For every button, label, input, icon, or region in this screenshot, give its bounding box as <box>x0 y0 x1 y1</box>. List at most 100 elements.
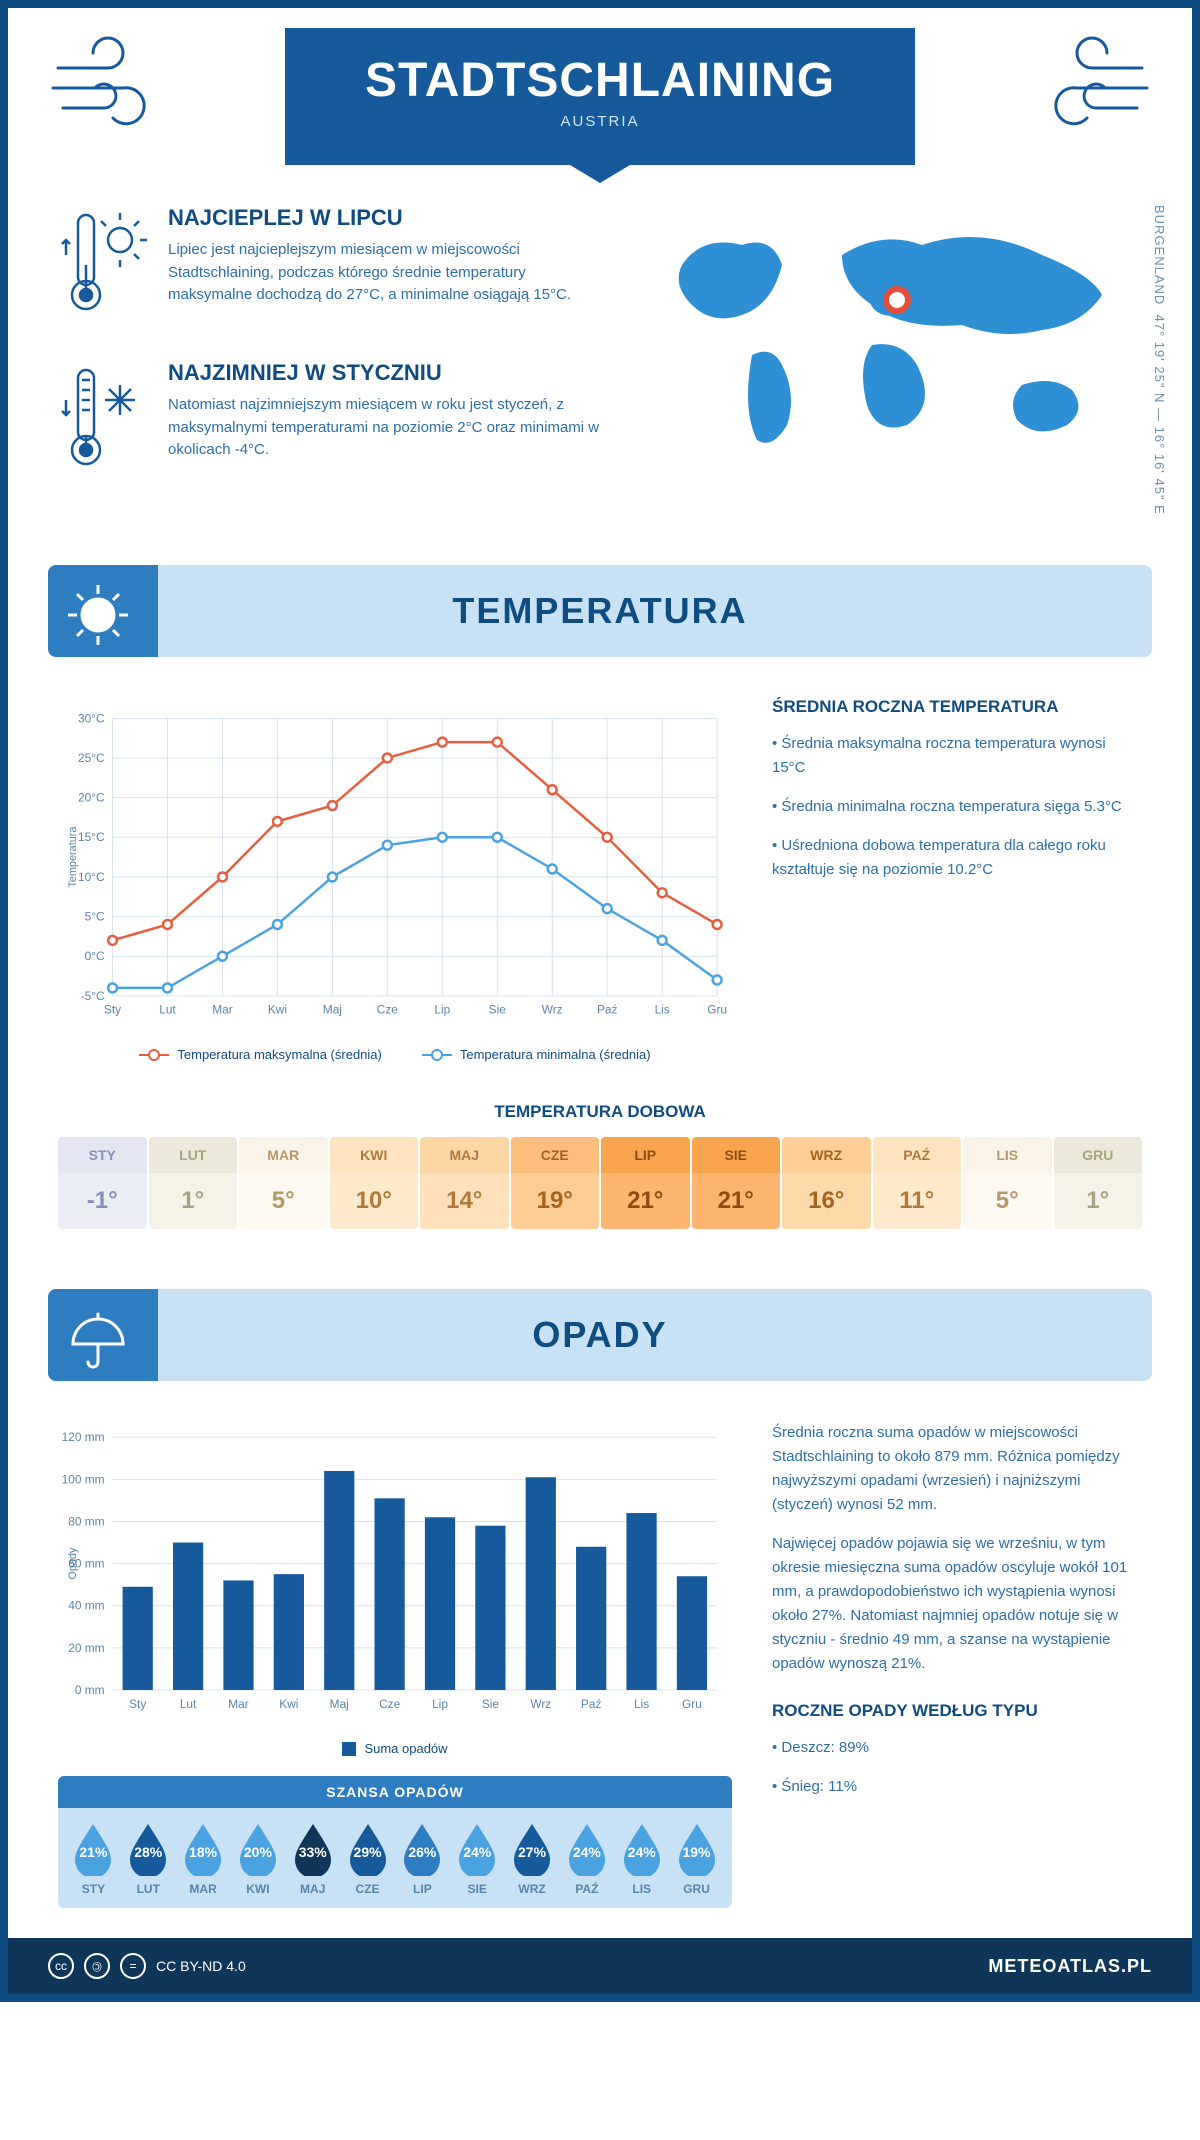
precipitation-section-header: OPADY <box>48 1289 1152 1381</box>
wind-icon-left <box>48 28 188 148</box>
precipitation-chance-table: SZANSA OPADÓW 21% STY 28% LUT 18% MAR 20… <box>58 1776 732 1908</box>
svg-text:Cze: Cze <box>377 1003 399 1017</box>
svg-text:Sty: Sty <box>129 1697 146 1711</box>
daily-temp-cell: MAR 5° <box>239 1137 328 1229</box>
precip-p2: Najwięcej opadów pojawia się we wrześniu… <box>772 1532 1142 1676</box>
svg-text:Lut: Lut <box>159 1003 176 1017</box>
page-header: STADTSCHLAINING AUSTRIA <box>8 8 1192 165</box>
precipitation-title: OPADY <box>48 1314 1152 1356</box>
daily-temp-cell: STY -1° <box>58 1137 147 1229</box>
page-footer: cc 🄯 = CC BY-ND 4.0 METEOATLAS.PL <box>8 1938 1192 1994</box>
coldest-text: Natomiast najzimniejszym miesiącem w rok… <box>168 394 602 462</box>
umbrella-icon <box>48 1289 158 1381</box>
daily-temp-cell: GRU 1° <box>1054 1137 1143 1229</box>
svg-text:40 mm: 40 mm <box>68 1599 104 1613</box>
country-name: AUSTRIA <box>365 113 835 130</box>
svg-text:Sie: Sie <box>482 1697 500 1711</box>
chance-drop-cell: 21% STY <box>66 1820 121 1896</box>
svg-text:Paź: Paź <box>581 1697 602 1711</box>
svg-text:Cze: Cze <box>379 1697 401 1711</box>
svg-text:5°C: 5°C <box>85 910 105 924</box>
chance-drop-cell: 27% WRZ <box>505 1820 560 1896</box>
coordinates: BURGENLAND 47° 19' 25" N — 16° 16' 45" E <box>1152 205 1167 515</box>
daily-temp-title: TEMPERATURA DOBOWA <box>58 1102 1142 1122</box>
coldest-title: NAJZIMNIEJ W STYCZNIU <box>168 360 602 386</box>
legend-min-label: Temperatura minimalna (średnia) <box>460 1047 651 1062</box>
daily-temp-cell: MAJ 14° <box>420 1137 509 1229</box>
svg-text:Gru: Gru <box>707 1003 727 1017</box>
daily-temp-cell: SIE 21° <box>692 1137 781 1229</box>
chance-drop-cell: 24% PAŹ <box>559 1820 614 1896</box>
svg-text:Lis: Lis <box>655 1003 670 1017</box>
svg-text:Wrz: Wrz <box>530 1697 551 1711</box>
svg-text:Gru: Gru <box>682 1697 702 1711</box>
precip-types-title: ROCZNE OPADY WEDŁUG TYPU <box>772 1701 1142 1721</box>
thermometer-snow-icon <box>58 360 148 485</box>
world-map-icon <box>642 205 1142 465</box>
daily-temperature-table: TEMPERATURA DOBOWA STY -1° LUT 1° MAR 5°… <box>8 1092 1192 1269</box>
thermometer-sun-icon <box>58 205 148 330</box>
chance-drop-cell: 19% GRU <box>669 1820 724 1896</box>
temp-bullet: • Uśredniona dobowa temperatura dla całe… <box>772 834 1142 882</box>
daily-temp-cell: LIS 5° <box>963 1137 1052 1229</box>
svg-text:0°C: 0°C <box>85 949 105 963</box>
warmest-text: Lipiec jest najcieplejszym miesiącem w m… <box>168 239 602 307</box>
legend-precip-label: Suma opadów <box>364 1741 447 1756</box>
svg-text:Mar: Mar <box>212 1003 232 1017</box>
svg-text:Paź: Paź <box>597 1003 618 1017</box>
avg-temp-title: ŚREDNIA ROCZNA TEMPERATURA <box>772 697 1142 717</box>
svg-text:30°C: 30°C <box>78 711 105 725</box>
chance-drop-cell: 24% LIS <box>614 1820 669 1896</box>
sun-icon <box>48 565 158 657</box>
svg-text:Kwi: Kwi <box>279 1697 298 1711</box>
chance-drop-cell: 33% MAJ <box>285 1820 340 1896</box>
svg-text:120 mm: 120 mm <box>62 1430 105 1444</box>
precipitation-chart-row: 0 mm20 mm40 mm60 mm80 mm100 mm120 mmStyL… <box>8 1401 1192 1938</box>
chance-drop-cell: 20% KWI <box>230 1820 285 1896</box>
warmest-block: NAJCIEPLEJ W LIPCU Lipiec jest najcieple… <box>58 205 602 330</box>
legend-max-label: Temperatura maksymalna (średnia) <box>177 1047 381 1062</box>
chance-drop-cell: 18% MAR <box>176 1820 231 1896</box>
daily-temp-cell: WRZ 16° <box>782 1137 871 1229</box>
svg-text:25°C: 25°C <box>78 751 105 765</box>
precipitation-sidebar: Średnia roczna suma opadów w miejscowośc… <box>772 1421 1142 1908</box>
nd-icon: = <box>120 1953 146 1979</box>
svg-text:Maj: Maj <box>323 1003 342 1017</box>
by-icon: 🄯 <box>84 1953 110 1979</box>
svg-text:0 mm: 0 mm <box>75 1683 105 1697</box>
svg-text:10°C: 10°C <box>78 870 105 884</box>
temp-bullet: • Średnia minimalna roczna temperatura s… <box>772 795 1142 819</box>
svg-text:Lip: Lip <box>432 1697 448 1711</box>
svg-text:15°C: 15°C <box>78 830 105 844</box>
svg-text:Lip: Lip <box>434 1003 450 1017</box>
svg-text:20°C: 20°C <box>78 791 105 805</box>
daily-temp-cell: CZE 19° <box>511 1137 600 1229</box>
svg-text:80 mm: 80 mm <box>68 1514 104 1528</box>
title-banner: STADTSCHLAINING AUSTRIA <box>285 28 915 165</box>
svg-text:Sie: Sie <box>489 1003 507 1017</box>
precip-p1: Średnia roczna suma opadów w miejscowośc… <box>772 1421 1142 1517</box>
daily-temp-cell: PAŹ 11° <box>873 1137 962 1229</box>
daily-temp-cell: LUT 1° <box>149 1137 238 1229</box>
coldest-block: NAJZIMNIEJ W STYCZNIU Natomiast najzimni… <box>58 360 602 485</box>
site-name: METEOATLAS.PL <box>988 1956 1152 1977</box>
svg-text:-5°C: -5°C <box>81 989 105 1003</box>
svg-text:Maj: Maj <box>330 1697 349 1711</box>
daily-temp-cell: KWI 10° <box>330 1137 419 1229</box>
precipitation-legend: Suma opadów <box>58 1741 732 1756</box>
temperature-legend: Temperatura maksymalna (średnia) Tempera… <box>58 1047 732 1062</box>
temperature-sidebar: ŚREDNIA ROCZNA TEMPERATURA • Średnia mak… <box>772 697 1142 1062</box>
temperature-line-chart: -5°C0°C5°C10°C15°C20°C25°C30°CStyLutMarK… <box>58 697 732 1037</box>
svg-text:Kwi: Kwi <box>268 1003 287 1017</box>
chance-drop-cell: 29% CZE <box>340 1820 395 1896</box>
license-text: CC BY-ND 4.0 <box>156 1958 246 1974</box>
chance-title: SZANSA OPADÓW <box>58 1776 732 1808</box>
svg-text:20 mm: 20 mm <box>68 1641 104 1655</box>
svg-text:Opady: Opady <box>67 1547 79 1580</box>
warmest-title: NAJCIEPLEJ W LIPCU <box>168 205 602 231</box>
intro-section: NAJCIEPLEJ W LIPCU Lipiec jest najcieple… <box>8 165 1192 545</box>
wind-icon-right <box>1012 28 1152 148</box>
precipitation-bar-chart: 0 mm20 mm40 mm60 mm80 mm100 mm120 mmStyL… <box>58 1421 732 1731</box>
svg-text:Lut: Lut <box>180 1697 197 1711</box>
chance-drop-cell: 26% LIP <box>395 1820 450 1896</box>
